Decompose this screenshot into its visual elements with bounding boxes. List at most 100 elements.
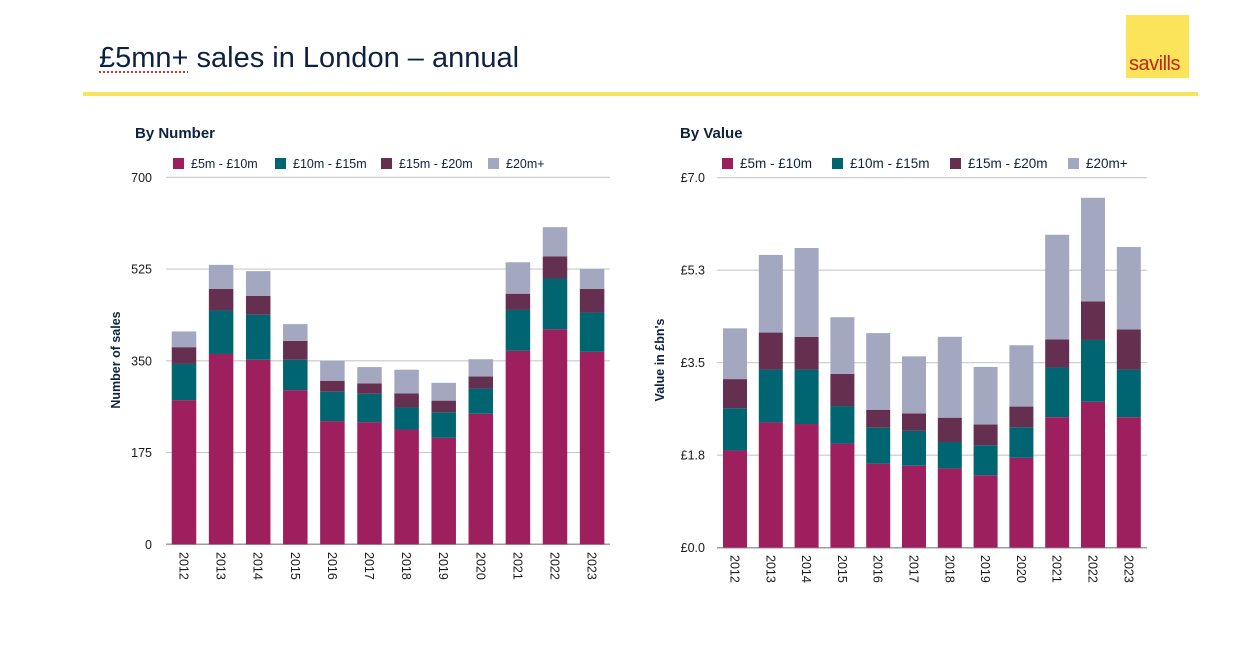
bar-segment-2023--5m-10m	[1116, 417, 1141, 548]
bar-segment-2015--15m-20m	[830, 373, 855, 407]
legend-label: £10m - £15m	[850, 156, 930, 171]
legend-label: £5m - £10m	[740, 156, 812, 171]
bar-segment-2017--20m-	[357, 367, 382, 384]
bar-segment-2015--5m-10m	[830, 443, 855, 548]
bar-segment-2021--20m-	[505, 262, 531, 294]
bar-segment-2021--5m-10m	[1045, 417, 1070, 548]
bar-segment-2018--5m-10m	[394, 429, 419, 545]
x-tick-label: 2020	[1014, 555, 1028, 583]
bar-segment-2014--10m-15m	[245, 314, 271, 360]
x-tick-label: 2022	[548, 552, 562, 580]
bar-segment-2015--15m-20m	[283, 340, 308, 360]
bar-segment-2016--10m-15m	[866, 427, 891, 464]
bar-segment-2015--5m-10m	[283, 390, 308, 545]
bar-segment-2013--5m-10m	[208, 353, 234, 545]
bar-segment-2013--15m-20m	[758, 332, 783, 370]
bar-segment-2014--5m-10m	[794, 424, 819, 548]
bar-segment-2015--10m-15m	[830, 406, 855, 444]
legend-label: £10m - £15m	[293, 157, 367, 171]
bar-segment-2015--20m-	[283, 324, 308, 341]
bar-segment-2012--10m-15m	[171, 363, 197, 401]
bar-segment-2020--20m-	[468, 359, 494, 377]
x-tick-label: 2017	[362, 552, 376, 580]
bar-segment-2021--20m-	[1045, 234, 1070, 340]
bar-segment-2016--5m-10m	[866, 463, 891, 548]
bar-segment-2014--15m-20m	[245, 295, 271, 315]
title-rest: sales in London – annual	[188, 42, 520, 74]
bar-segment-2013--20m-	[208, 264, 234, 289]
x-tick-label: 2018	[942, 555, 956, 583]
bar-segment-2023--10m-15m	[1116, 369, 1141, 418]
x-tick-label: 2016	[871, 555, 885, 583]
bar-segment-2016--5m-10m	[320, 421, 345, 545]
bar-segment-2019--5m-10m	[431, 437, 456, 545]
bar-segment-2022--20m-	[542, 227, 568, 257]
legend-swatch	[832, 158, 843, 169]
bar-segment-2020--10m-15m	[468, 388, 494, 414]
bar-segment-2020--15m-20m	[1009, 406, 1034, 428]
bar-segment-2017--10m-15m	[357, 393, 382, 423]
legend-swatch	[950, 158, 961, 169]
bar-segment-2019--10m-15m	[973, 445, 998, 476]
bar-segment-2023--20m-	[1116, 246, 1141, 330]
bar-segment-2022--5m-10m	[542, 329, 568, 545]
logo-text: savills	[1129, 53, 1180, 75]
bar-segment-2017--15m-20m	[357, 383, 382, 394]
bar-segment-2023--15m-20m	[1116, 329, 1141, 370]
y-tick-label: £1.8	[681, 449, 705, 463]
legend-swatch	[1068, 158, 1079, 169]
bar-segment-2014--20m-	[245, 271, 271, 296]
x-tick-label: 2015	[835, 555, 849, 583]
bar-segment-2022--15m-20m	[542, 256, 568, 279]
y-tick-label: £3.5	[681, 356, 705, 370]
bar-segment-2021--15m-20m	[1045, 339, 1070, 368]
legend-label: £20m+	[506, 157, 545, 171]
bar-segment-2013--5m-10m	[758, 422, 783, 548]
x-tick-label: 2017	[907, 555, 921, 583]
y-tick-label: £5.3	[681, 264, 705, 278]
bar-segment-2018--20m-	[937, 336, 962, 418]
bar-segment-2023--20m-	[579, 269, 605, 289]
title-underline-rule	[83, 92, 1198, 96]
bar-segment-2017--10m-15m	[902, 430, 926, 466]
bar-segment-2014--15m-20m	[794, 336, 819, 370]
savills-logo: savills	[1126, 15, 1189, 78]
bar-segment-2019--20m-	[431, 382, 456, 401]
x-tick-label: 2021	[1050, 555, 1064, 583]
x-tick-label: 2022	[1086, 555, 1100, 583]
legend-swatch	[381, 158, 392, 169]
bar-segment-2022--5m-10m	[1081, 401, 1105, 548]
legend-label: £5m - £10m	[191, 157, 258, 171]
bar-segment-2017--5m-10m	[357, 422, 382, 545]
x-tick-label: 2014	[799, 555, 813, 583]
bar-segment-2021--10m-15m	[505, 309, 531, 351]
legend-label: £20m+	[1086, 156, 1128, 171]
y-tick-label: 175	[131, 446, 152, 460]
bar-segment-2022--10m-15m	[1081, 339, 1105, 402]
bar-segment-2021--5m-10m	[505, 350, 531, 545]
bar-segment-2019--20m-	[973, 366, 998, 425]
bar-segment-2014--5m-10m	[245, 359, 271, 545]
bar-segment-2015--10m-15m	[283, 359, 308, 391]
bar-segment-2012--20m-	[171, 331, 197, 348]
y-tick-label: 700	[131, 171, 152, 185]
bar-segment-2018--10m-15m	[937, 441, 962, 469]
bar-segment-2019--10m-15m	[431, 412, 456, 438]
x-tick-label: 2019	[978, 555, 992, 583]
y-tick-label: 0	[145, 538, 152, 552]
bar-segment-2020--5m-10m	[468, 413, 494, 545]
bar-segment-2021--10m-15m	[1045, 367, 1070, 418]
bar-segment-2018--20m-	[394, 369, 419, 394]
bar-segment-2018--10m-15m	[394, 407, 419, 430]
bar-segment-2019--15m-20m	[431, 400, 456, 413]
bar-segment-2012--15m-20m	[171, 347, 197, 364]
bar-segment-2012--5m-10m	[171, 400, 197, 545]
bar-segment-2013--10m-15m	[208, 310, 234, 354]
bar-segment-2016--15m-20m	[866, 409, 891, 428]
bar-segment-2018--15m-20m	[394, 393, 419, 408]
bar-segment-2023--10m-15m	[579, 312, 605, 352]
bar-segment-2022--10m-15m	[542, 278, 568, 330]
x-tick-label: 2020	[473, 552, 487, 580]
bar-segment-2016--20m-	[320, 360, 345, 381]
